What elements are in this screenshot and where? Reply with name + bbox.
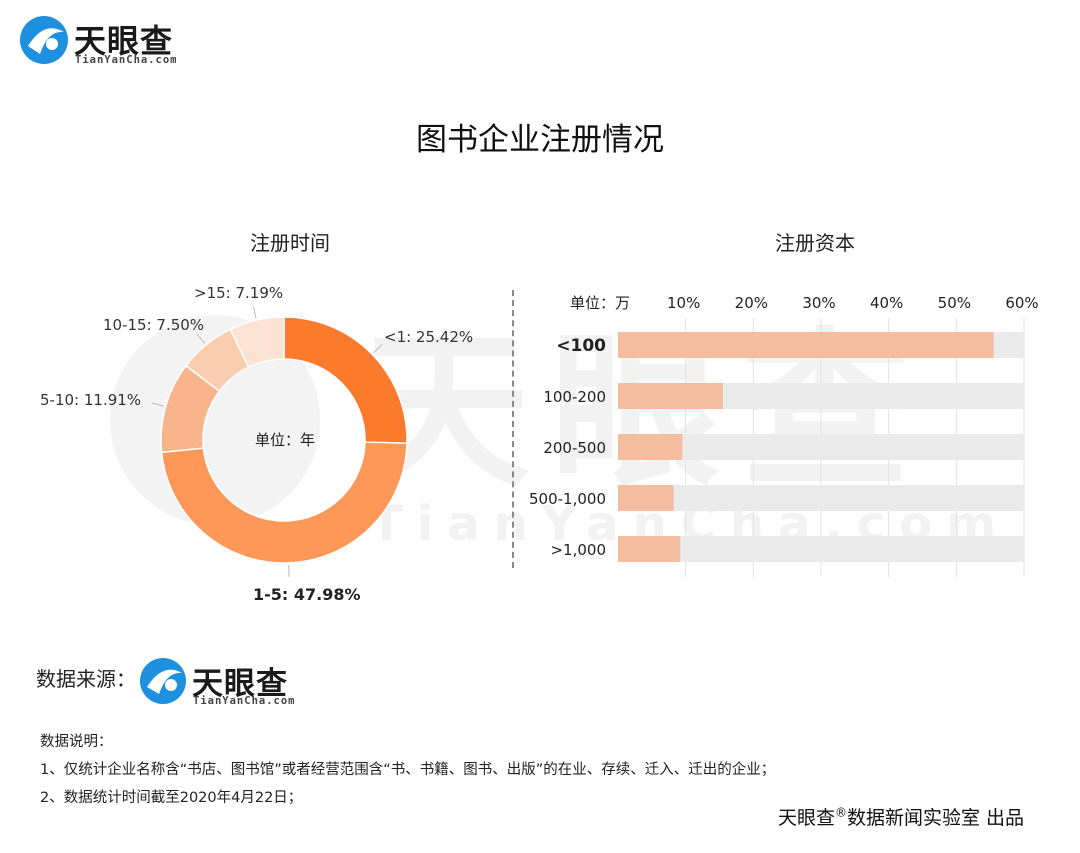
bar-category-0: <100 — [556, 336, 606, 356]
bar-ticks: 10% 20% 30% 40% 50% 60% — [667, 294, 1039, 312]
bar-track-3 — [618, 485, 1024, 511]
bar-unit-label: 单位：万 — [570, 294, 630, 312]
source-logo-icon — [140, 658, 186, 704]
bar-category-2: 200-500 — [543, 439, 606, 457]
bar-track-4 — [618, 536, 1024, 562]
bar-rows: <100 100-200 200-500 500-1,000 >1,000 — [529, 332, 1024, 562]
credit-rest: 数据新闻实验室 出品 — [846, 807, 1024, 829]
donut-slices — [160, 316, 408, 564]
credit-line: 天眼查®数据新闻实验室 出品 — [778, 803, 1024, 830]
credit-brand: 天眼查 — [777, 807, 835, 829]
source-logo-domain: TianYanCha.com — [193, 695, 296, 707]
bar-tick-3: 40% — [870, 294, 903, 312]
note-item-2: 2、数据统计时间截至2020年4月22日； — [40, 790, 303, 806]
source-logo-name: 天眼查 — [192, 666, 288, 702]
donut-leaders — [151, 306, 383, 577]
donut-leader-0 — [373, 344, 383, 354]
bar-tick-5: 60% — [1005, 294, 1038, 312]
donut-slice-4 — [229, 316, 285, 369]
donut-label-gt15: >15: 7.19% — [194, 284, 283, 302]
source-logo: 天眼查 TianYanCha.com — [138, 656, 318, 708]
bar-chart: 单位：万 10% 20% 30% 40% 50% 60% <100 100-200 200-5… — [529, 294, 1039, 577]
note-heading: 数据说明： — [40, 734, 113, 750]
bar-4 — [618, 536, 681, 562]
source-label: 数据来源： — [36, 667, 136, 691]
donut-chart: 单位：年 <1: 25.42% 1-5: 47.98% 5-10: 11.91%… — [40, 284, 473, 604]
bar-3 — [618, 485, 674, 511]
bar-category-4: >1,000 — [550, 541, 606, 559]
donut-leader-4 — [252, 306, 257, 319]
donut-label-10-15: 10-15: 7.50% — [103, 316, 204, 334]
logo-domain: TianYanCha.com — [75, 54, 178, 66]
bar-category-3: 500-1,000 — [529, 490, 606, 508]
page-title: 图书企业注册情况 — [416, 122, 664, 158]
bar-tick-4: 50% — [938, 294, 971, 312]
bar-category-1: 100-200 — [543, 388, 606, 406]
bar-tick-2: 30% — [802, 294, 835, 312]
logo-icon — [20, 16, 68, 64]
bar-0 — [618, 332, 994, 358]
donut-leader-3 — [196, 333, 206, 344]
credit-mark: ® — [834, 805, 847, 820]
donut-slice-1 — [160, 441, 408, 564]
donut-label-5-10: 5-10: 11.91% — [40, 391, 141, 409]
bar-2 — [618, 434, 683, 460]
logo-name: 天眼查 — [74, 22, 174, 60]
donut-label-1-5: 1-5: 47.98% — [253, 585, 361, 604]
bar-1 — [618, 383, 723, 409]
note-item-1: 1、仅统计企业名称含“书店、图书馆”或者经营范围含“书、书籍、图书、出版”的在业… — [40, 762, 776, 778]
donut-title: 注册时间 — [250, 231, 330, 255]
bar-tick-0: 10% — [667, 294, 700, 312]
donut-leader-2 — [151, 402, 164, 407]
watermark-logo-icon — [110, 315, 320, 525]
section-divider — [512, 290, 514, 568]
brand-logo: 天眼查 TianYanCha.com — [18, 12, 198, 68]
donut-center-label: 单位：年 — [255, 431, 315, 449]
bar-track-2 — [618, 434, 1024, 460]
bar-title: 注册资本 — [775, 231, 855, 255]
donut-label-lt1: <1: 25.42% — [384, 328, 473, 346]
bar-tick-1: 20% — [735, 294, 768, 312]
